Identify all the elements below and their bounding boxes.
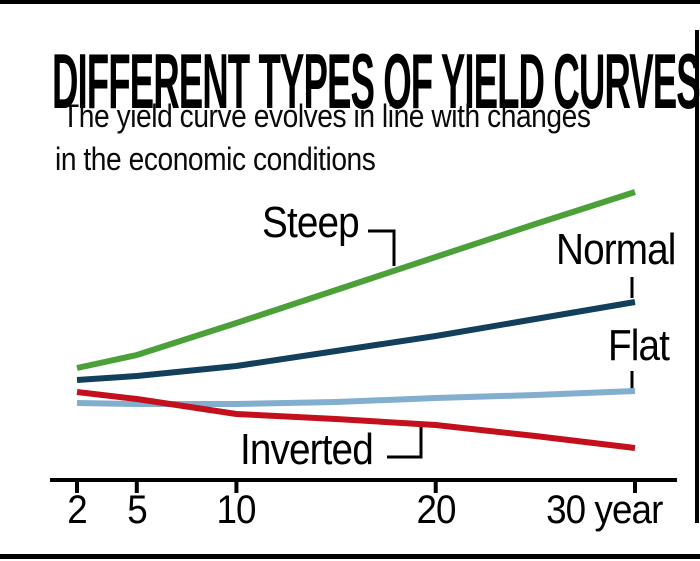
- label-normal: Normal: [556, 225, 676, 274]
- x-tick-label-5: 5: [127, 488, 147, 532]
- steep-label-connector: [368, 229, 396, 266]
- curve-lines: [76, 189, 636, 451]
- curve-flat: [76, 388, 636, 407]
- bottom-rule: [0, 554, 700, 559]
- x-tick-label-30: 30 year: [545, 488, 663, 532]
- x-tick-label-20: 20: [416, 488, 456, 532]
- label-steep: Steep: [262, 198, 360, 247]
- right-column-rule: [695, 30, 699, 523]
- label-flat: Flat: [608, 321, 670, 370]
- curve-inverted: [76, 389, 636, 451]
- chart-subtitle-line2: in the economic conditions: [55, 141, 376, 177]
- chart-subtitle-line1: The yield curve evolves in line with cha…: [62, 98, 591, 134]
- chart-title: DIFFERENT TYPES OF YIELD CURVES: [52, 37, 700, 125]
- label-inverted: Inverted: [240, 425, 374, 474]
- curve-normal: [76, 299, 636, 383]
- top-rule: [0, 0, 700, 4]
- x-tick-label-10: 10: [216, 488, 257, 532]
- curve-steep: [76, 189, 636, 371]
- inverted-label-connector: [387, 425, 423, 459]
- x-axis: [50, 478, 677, 493]
- x-tick-label-2: 2: [67, 488, 87, 532]
